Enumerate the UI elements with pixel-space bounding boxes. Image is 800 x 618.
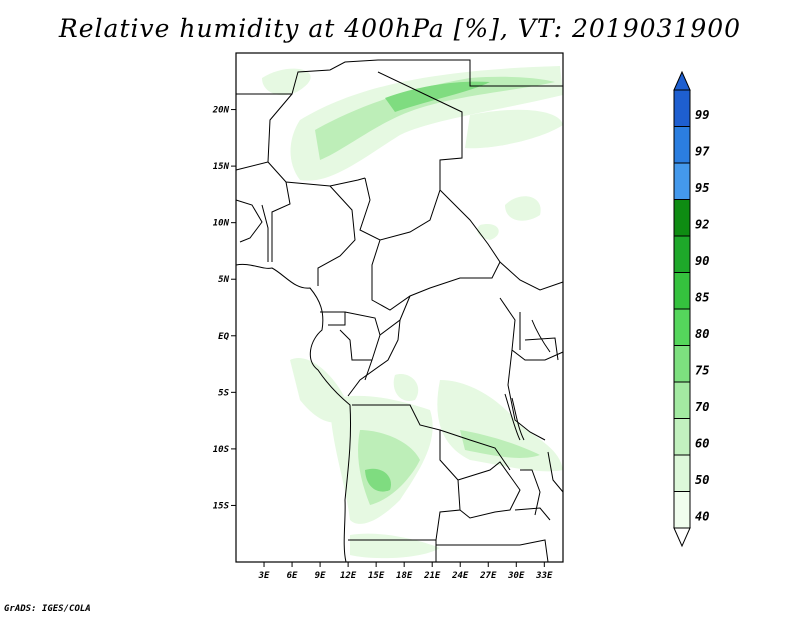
- colorbar-segment: [673, 199, 691, 237]
- colorbar-segment: [673, 418, 691, 456]
- colorbar-label: 70: [695, 400, 709, 414]
- colorbar-segment: [673, 162, 691, 200]
- colorbar-label: 75: [695, 364, 709, 378]
- colorbar-segment: [673, 126, 691, 164]
- lon-tick-label: 6E: [287, 571, 298, 581]
- lat-tick-label: 20N: [212, 106, 230, 116]
- lat-tick-label: 15N: [213, 162, 230, 172]
- lat-tick-label: EQ: [218, 332, 229, 342]
- lon-tick-label: 12E: [340, 571, 357, 581]
- lat-tick-label: 5N: [218, 275, 229, 285]
- colorbar-segment: [673, 272, 691, 310]
- lon-tick-label: 21E: [423, 571, 441, 581]
- lat-tick-label: 15S: [213, 501, 230, 511]
- humidity-shading: [262, 66, 563, 559]
- colorbar-bottom-arrow: [673, 527, 691, 548]
- map-frame: [235, 52, 564, 563]
- country-borders: [235, 59, 564, 563]
- lat-tick-label: 10N: [213, 219, 230, 229]
- colorbar-label: 60: [695, 437, 709, 451]
- colorbar: 99 97 95 92 90 85 80 75 70 60 50 40: [673, 70, 710, 548]
- lon-tick-label: 15E: [368, 571, 385, 581]
- colorbar-label: 92: [695, 218, 709, 232]
- lon-tick-label: 9E: [315, 571, 326, 581]
- axis-ticks: 20N 15N 10N 5N EQ 5S 10S 15S 3E 6E 9E 12E 15E 18E 21E 2…: [212, 106, 553, 581]
- colorbar-label: 95: [695, 181, 709, 195]
- colorbar-segment: [673, 491, 691, 529]
- lon-tick-label: 3E: [258, 571, 270, 581]
- lon-tick-label: 30E: [507, 571, 525, 581]
- lon-tick-label: 18E: [396, 571, 413, 581]
- colorbar-segment: [673, 235, 691, 273]
- colorbar-segment: [673, 345, 691, 383]
- lon-tick-label: 24E: [451, 571, 469, 581]
- colorbar-label: 80: [695, 327, 709, 341]
- colorbar-label: 85: [695, 291, 709, 305]
- colorbar-segment: [673, 308, 691, 346]
- colorbar-segment: [673, 381, 691, 419]
- lat-tick-label: 5S: [218, 388, 229, 398]
- colorbar-segment: [673, 454, 691, 492]
- colorbar-label: 99: [695, 108, 709, 122]
- lat-tick-label: 10S: [213, 445, 230, 455]
- colorbar-label: 40: [695, 510, 709, 524]
- map-title: Relative humidity at 400hPa [%], VT: 201…: [58, 14, 742, 43]
- footer-credit: GrADS: IGES/COLA: [4, 604, 91, 614]
- colorbar-segment: [673, 89, 691, 127]
- colorbar-top-arrow: [673, 70, 691, 91]
- colorbar-label: 97: [695, 145, 710, 159]
- colorbar-label: 90: [695, 254, 709, 268]
- lon-tick-label: 33E: [535, 571, 553, 581]
- lon-tick-label: 27E: [479, 571, 497, 581]
- colorbar-label: 50: [695, 473, 709, 487]
